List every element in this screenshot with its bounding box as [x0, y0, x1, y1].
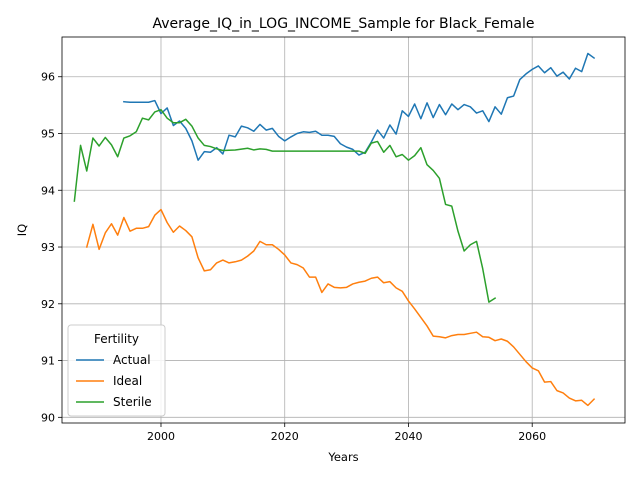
- x-axis-label: Years: [327, 450, 358, 464]
- legend-entry-actual: Actual: [76, 353, 151, 367]
- y-tick-label: 95: [41, 128, 55, 141]
- legend-entry-ideal: Ideal: [76, 374, 142, 388]
- x-tick-label: 2000: [147, 430, 175, 443]
- legend-label: Ideal: [113, 374, 142, 388]
- series-lines: [73, 52, 596, 407]
- legend-entry-sterile: Sterile: [76, 395, 152, 409]
- legend-label: Sterile: [113, 395, 152, 409]
- legend-label: Actual: [113, 353, 151, 367]
- chart-title: Average_IQ_in_LOG_INCOME_Sample for Blac…: [152, 16, 534, 32]
- y-tick-label: 94: [41, 184, 55, 197]
- y-tick-label: 90: [41, 411, 55, 424]
- y-tick-label: 93: [41, 241, 55, 254]
- y-tick-label: 91: [41, 355, 55, 368]
- x-tick-label: 2060: [518, 430, 546, 443]
- series-line-actual: [123, 52, 596, 161]
- x-tick-label: 2020: [271, 430, 299, 443]
- plot-frame: [61, 36, 626, 424]
- legend-entries: Actual Ideal Sterile: [76, 353, 152, 409]
- legend: Fertility Actual Ideal Sterile: [67, 324, 166, 417]
- legend-box: [67, 324, 166, 417]
- axis-ticks: 2000 2020 2040 2060 90 91 92 93 94 95 96: [41, 71, 546, 443]
- x-tick-label: 2040: [394, 430, 422, 443]
- series-line-sterile: [73, 108, 497, 303]
- series-line-ideal: [85, 208, 596, 407]
- y-tick-label: 92: [41, 298, 55, 311]
- y-tick-label: 96: [41, 71, 55, 84]
- legend-title: Fertility: [94, 332, 139, 346]
- y-axis-label: IQ: [15, 224, 29, 236]
- grid-lines: [62, 37, 625, 423]
